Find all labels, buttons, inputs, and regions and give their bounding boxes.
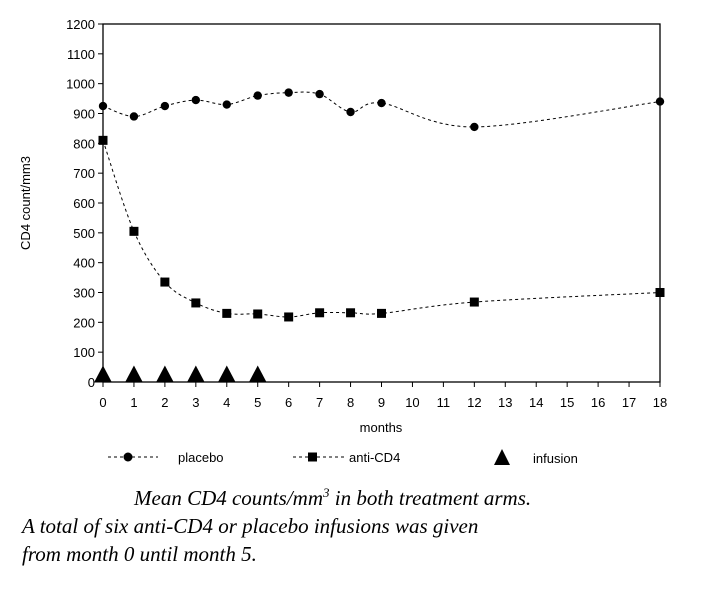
y-axis-label: CD4 count/mm3 — [18, 156, 33, 250]
x-tick-label: 3 — [192, 395, 199, 410]
anti-cd4-point — [469, 297, 479, 307]
series-layer — [94, 88, 665, 383]
legend-infusion: infusion — [494, 449, 578, 466]
y-tick-label: 700 — [73, 166, 95, 181]
anti-cd4-point — [253, 309, 263, 319]
series-anti-cd4 — [98, 135, 665, 322]
x-axis-label: months — [360, 420, 403, 435]
y-tick-label: 200 — [73, 315, 95, 330]
x-tick-label: 7 — [316, 395, 323, 410]
x-axis-ticks: 0 1 2 3 4 5 6 7 8 9 10 11 12 13 14 15 16 17 18 — [99, 382, 667, 410]
infusion-marker — [155, 365, 174, 383]
legend-anti-cd4-label: anti-CD4 — [349, 450, 400, 465]
legend-infusion-label: infusion — [533, 451, 578, 466]
anti-cd4-point — [222, 308, 232, 318]
x-tick-label: 16 — [591, 395, 605, 410]
caption-line-1: Mean CD4 counts/mm3 in both treatment ar… — [134, 485, 532, 510]
anti-cd4-point — [346, 308, 356, 318]
placebo-point — [315, 89, 324, 99]
anti-cd4-point — [98, 135, 108, 145]
placebo-point — [284, 88, 293, 97]
placebo-point — [253, 91, 262, 100]
x-tick-label: 14 — [529, 395, 543, 410]
infusion-marker — [248, 365, 267, 383]
anti-cd4-point — [284, 312, 294, 322]
x-tick-label: 13 — [498, 395, 512, 410]
placebo-point — [346, 107, 355, 117]
x-tick-label: 2 — [161, 395, 168, 410]
anti-cd4-point — [191, 298, 201, 308]
y-tick-label: 600 — [73, 196, 95, 211]
infusion-marker — [217, 365, 236, 383]
legend: placebo anti-CD4 infusion — [108, 449, 578, 466]
y-tick-label: 500 — [73, 226, 95, 241]
x-tick-label: 11 — [437, 395, 451, 410]
x-tick-label: 12 — [467, 395, 481, 410]
x-tick-label: 5 — [254, 395, 261, 410]
y-tick-label: 1000 — [66, 77, 95, 92]
y-axis-ticks: 0 100 200 300 400 500 600 700 800 900 1000 1100 1200 — [66, 17, 103, 390]
placebo-point — [655, 97, 665, 106]
y-tick-label: 300 — [73, 286, 95, 301]
placebo-point — [191, 95, 201, 105]
placebo-point — [377, 98, 386, 108]
x-tick-label: 15 — [560, 395, 574, 410]
anti-cd4-line — [102, 140, 661, 318]
placebo-point — [129, 112, 139, 121]
series-infusion — [94, 365, 267, 383]
x-tick-label: 4 — [223, 395, 230, 410]
legend-infusion-marker — [494, 449, 510, 465]
x-tick-label: 0 — [99, 395, 106, 410]
placebo-point — [222, 100, 231, 109]
legend-placebo: placebo — [108, 450, 224, 465]
y-tick-label: 1100 — [67, 47, 95, 62]
placebo-line — [102, 91, 661, 128]
legend-placebo-marker — [123, 452, 133, 462]
anti-cd4-point — [315, 308, 325, 318]
y-tick-label: 1200 — [66, 17, 95, 32]
infusion-marker — [124, 365, 143, 383]
placebo-point — [160, 101, 170, 111]
y-tick-label: 800 — [73, 136, 95, 151]
x-tick-label: 1 — [130, 395, 137, 410]
x-tick-label: 18 — [653, 395, 667, 410]
x-tick-label: 9 — [378, 395, 385, 410]
legend-anti-cd4: anti-CD4 — [293, 450, 400, 465]
placebo-point — [98, 101, 108, 111]
anti-cd4-point — [129, 226, 139, 236]
x-tick-label: 6 — [285, 395, 292, 410]
y-tick-label: 0 — [88, 375, 95, 390]
infusion-marker — [186, 365, 205, 383]
plot-frame — [102, 23, 661, 383]
placebo-point — [470, 122, 479, 132]
series-placebo — [98, 88, 665, 132]
x-tick-label: 10 — [405, 395, 419, 410]
y-tick-label: 400 — [73, 256, 95, 271]
legend-placebo-label: placebo — [178, 450, 224, 465]
figure-caption: Mean CD4 counts/mm3 in both treatment ar… — [22, 484, 712, 568]
infusion-marker — [94, 365, 112, 383]
x-tick-label: 17 — [622, 395, 636, 410]
x-tick-label: 8 — [347, 395, 354, 410]
y-tick-label: 100 — [73, 345, 95, 360]
anti-cd4-point — [655, 288, 665, 297]
anti-cd4-point — [377, 308, 386, 318]
anti-cd4-point — [160, 277, 170, 287]
cd4-chart: 0100200300400500600700800900100011001200… — [18, 17, 667, 466]
caption-line-2: A total of six anti-CD4 or placebo infus… — [22, 514, 479, 538]
y-tick-label: 900 — [73, 107, 95, 122]
caption-line-3: from month 0 until month 5. — [22, 542, 257, 566]
legend-anti-cd4-marker — [308, 452, 317, 462]
